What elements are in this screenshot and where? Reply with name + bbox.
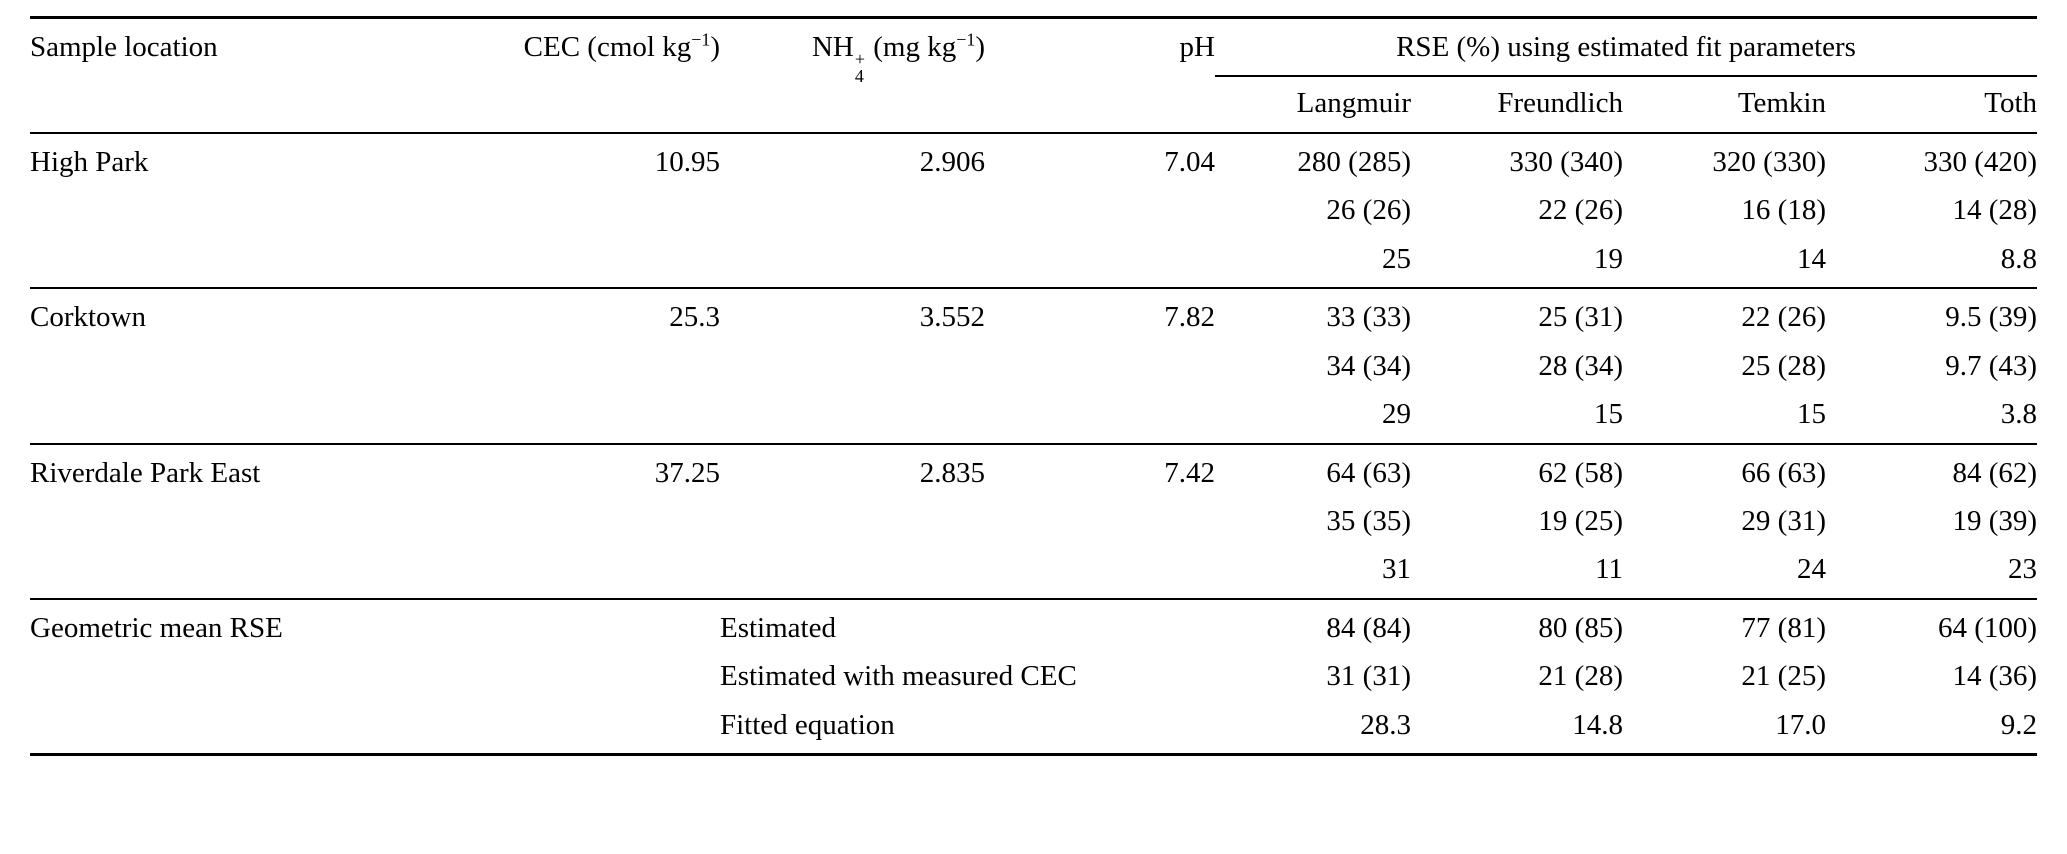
cell-rse-toth: 9.5 (39) [1945,301,2038,334]
cell-rse-freundlich: 11 [1411,545,1623,600]
column-header-freundlich: Freundlich [1411,76,1623,134]
column-header-langmuir: Langmuir [1215,76,1411,134]
cell-rse-toth: 9.2 [1826,700,2038,757]
sample-location-name: Riverdale Park East [30,443,470,600]
cell-rse-freundlich: 22 (26) [1538,194,1623,227]
nh4-formula-base: NH [811,31,854,63]
cell-rse-freundlich: 62 (58) [1538,456,1623,489]
cell-rse-toth: 330 (420) [1923,145,2038,178]
cell-rse-toth: 14 (28) [1952,194,2038,227]
cec-header-text: CEC (cmol kg [523,31,692,63]
cell-rse-freundlich: 19 [1411,234,1623,290]
cell-rse-langmuir: 31 (31) [1326,660,1411,693]
cell-rse-temkin: 25 (28) [1741,349,1826,382]
cell-rse-toth: 23 [1826,545,2038,600]
cell-rse-freundlich: 15 [1411,390,1623,445]
rse-parameters-table: Sample location CEC (cmol kg−1) NH +4 (mg… [30,15,2038,757]
cell-rse-toth: 3.8 [1826,390,2038,445]
cell-empty [470,598,720,757]
summary-row-title: Geometric mean RSE [30,598,470,757]
cell-ph-value: 7.82 [985,288,1215,445]
cell-rse-toth: 64 (100) [1937,611,2038,644]
cec-header-close: ) [710,31,720,63]
cell-nh4-value: 3.552 [720,288,985,445]
cell-cec-value: 25.3 [470,288,720,445]
summary-method-label: Fitted equation [720,700,1215,757]
cell-rse-temkin: 22 (26) [1741,301,1826,334]
nh4-superscript-plus: + [854,49,865,70]
cell-rse-temkin: 15 [1623,390,1826,445]
sample-location-name: Corktown [30,288,470,445]
cell-rse-toth: 19 (39) [1952,504,2038,537]
cell-rse-langmuir: 25 [1215,234,1411,290]
cell-rse-langmuir: 64 (63) [1326,456,1411,489]
cell-rse-toth: 14 (36) [1952,660,2038,693]
cell-rse-temkin: 17.0 [1623,700,1826,757]
cell-rse-temkin: 16 (18) [1741,194,1826,227]
cec-superscript: −1 [691,29,711,50]
column-header-ph: pH [985,15,1215,134]
column-header-cec: CEC (cmol kg−1) [470,15,720,134]
cell-rse-temkin: 21 (25) [1741,660,1826,693]
nh4-header-close: ) [975,31,985,63]
sample-location-name: High Park [30,132,470,290]
column-header-nh4: NH +4 (mg kg−1) [720,15,985,134]
cell-rse-langmuir: 29 [1215,390,1411,445]
summary-method-label: Estimated with measured CEC [720,660,1077,693]
cell-rse-langmuir: 31 [1215,545,1411,600]
cell-rse-freundlich: 21 (28) [1538,660,1623,693]
cell-nh4-value: 2.835 [720,443,985,600]
cell-cec-value: 10.95 [470,132,720,290]
cell-rse-langmuir: 84 (84) [1326,611,1411,644]
cell-rse-langmuir: 28.3 [1215,700,1411,757]
cell-rse-langmuir: 35 (35) [1326,504,1411,537]
cell-rse-temkin: 320 (330) [1712,145,1826,178]
nh4-units-superscript: −1 [956,29,976,50]
cell-rse-freundlich: 25 (31) [1538,301,1623,334]
cell-rse-freundlich: 19 (25) [1538,504,1623,537]
nh4-sub-sup-stack: +4 [854,49,865,87]
column-header-toth: Toth [1826,76,2038,134]
cell-ph-value: 7.04 [985,132,1215,290]
cell-rse-langmuir: 280 (285) [1297,145,1411,178]
cell-rse-freundlich: 330 (340) [1509,145,1623,178]
nh4-subscript-four: 4 [854,66,864,87]
cell-rse-langmuir: 34 (34) [1326,349,1411,382]
cell-rse-temkin: 66 (63) [1741,456,1826,489]
column-header-temkin: Temkin [1623,76,1826,134]
nh4-header-units: (mg kg [865,31,957,63]
cell-nh4-value: 2.906 [720,132,985,290]
cell-rse-toth: 9.7 (43) [1945,349,2038,382]
cell-rse-freundlich: 28 (34) [1538,349,1623,382]
cell-rse-toth: 84 (62) [1952,456,2038,489]
column-group-header-rse: RSE (%) using estimated fit parameters [1215,16,2038,78]
cell-rse-freundlich: 14.8 [1411,700,1623,757]
cell-ph-value: 7.42 [985,443,1215,600]
cell-cec-value: 37.25 [470,443,720,600]
summary-method-label: Estimated [720,611,836,644]
cell-rse-toth: 8.8 [1826,234,2038,290]
column-header-sample-location: Sample location [30,15,470,134]
cell-rse-temkin: 77 (81) [1741,611,1826,644]
cell-rse-langmuir: 33 (33) [1326,301,1411,334]
cell-rse-temkin: 14 [1623,234,1826,290]
cell-rse-temkin: 24 [1623,545,1826,600]
cell-rse-langmuir: 26 (26) [1326,194,1411,227]
cell-rse-freundlich: 80 (85) [1538,611,1623,644]
cell-rse-temkin: 29 (31) [1741,504,1826,537]
